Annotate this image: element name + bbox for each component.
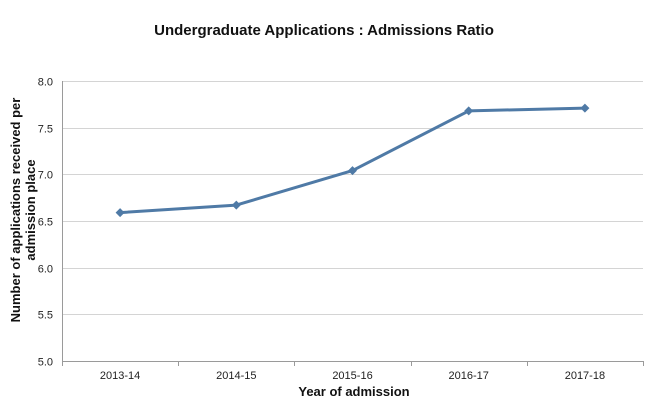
x-tick-labels: 2013-14 2014-15 2015-16 2016-17 2017-18 <box>100 370 605 382</box>
y-tick-label: 5.0 <box>38 357 53 369</box>
y-tick-label: 6.0 <box>38 264 53 276</box>
x-tick-label: 2016-17 <box>449 370 489 382</box>
x-tick-label: 2015-16 <box>332 370 372 382</box>
x-axis-title: Year of admission <box>298 384 410 399</box>
data-point-marker <box>115 208 125 218</box>
y-tick-label: 7.5 <box>38 124 53 136</box>
data-point-marker <box>464 106 474 116</box>
series-line <box>118 106 587 215</box>
data-point-marker <box>231 200 241 210</box>
y-tick-labels: 5.0 5.5 6.0 6.5 7.0 7.5 8.0 <box>38 77 53 369</box>
y-tick-label: 8.0 <box>38 77 53 89</box>
chart-title: Undergraduate Applications : Admissions … <box>154 22 494 39</box>
x-tick-label: 2013-14 <box>100 370 140 382</box>
y-tick-label: 5.5 <box>38 310 53 322</box>
series-line <box>118 106 587 215</box>
grid-lines <box>62 81 644 366</box>
data-point-marker <box>580 103 590 113</box>
y-tick-label: 6.5 <box>38 217 53 229</box>
x-tick-label: 2014-15 <box>216 370 256 382</box>
data-point-marker <box>348 166 357 176</box>
y-axis-title: Number of applications received per admi… <box>8 97 38 323</box>
x-tick-label: 2017-18 <box>565 370 605 382</box>
y-tick-label: 7.0 <box>38 170 53 182</box>
data-points <box>115 103 590 218</box>
